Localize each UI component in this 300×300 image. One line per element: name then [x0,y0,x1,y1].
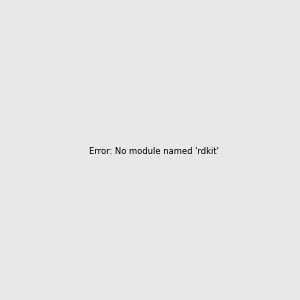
Text: Error: No module named 'rdkit': Error: No module named 'rdkit' [89,147,219,156]
